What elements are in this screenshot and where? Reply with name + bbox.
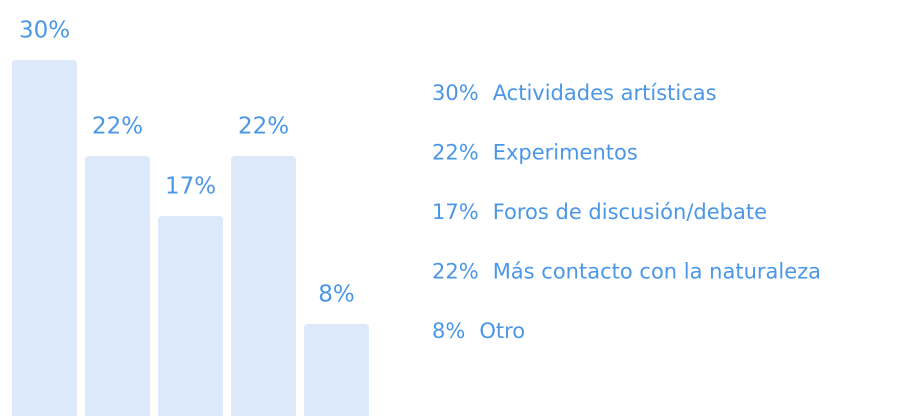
bar bbox=[85, 156, 150, 416]
bar-value-label: 22% bbox=[238, 114, 289, 140]
bar-value-label: 30% bbox=[19, 18, 70, 44]
legend-value: 8% bbox=[432, 319, 465, 343]
bar-value-label: 17% bbox=[165, 174, 216, 200]
legend-label: Más contacto con la naturaleza bbox=[493, 260, 821, 284]
bar bbox=[304, 324, 369, 416]
legend-label: Experimentos bbox=[493, 141, 638, 165]
legend-label: Actividades artísticas bbox=[493, 81, 717, 105]
legend-value: 30% bbox=[432, 81, 479, 105]
legend-label: Otro bbox=[479, 319, 525, 343]
legend-entry: 17% Foros de discusión/debate bbox=[432, 200, 767, 224]
bar-value-label: 22% bbox=[92, 114, 143, 140]
legend-label: Foros de discusión/debate bbox=[493, 200, 767, 224]
legend-entry: 30% Actividades artísticas bbox=[432, 81, 717, 105]
legend-entry: 22% Experimentos bbox=[432, 141, 638, 165]
bar bbox=[158, 216, 223, 416]
bar-value-label: 8% bbox=[318, 282, 355, 308]
bar bbox=[12, 60, 77, 416]
legend-entry: 8% Otro bbox=[432, 319, 525, 343]
legend-entry: 22% Más contacto con la naturaleza bbox=[432, 260, 821, 284]
bar bbox=[231, 156, 296, 416]
legend-value: 22% bbox=[432, 141, 479, 165]
legend-value: 22% bbox=[432, 260, 479, 284]
legend-value: 17% bbox=[432, 200, 479, 224]
